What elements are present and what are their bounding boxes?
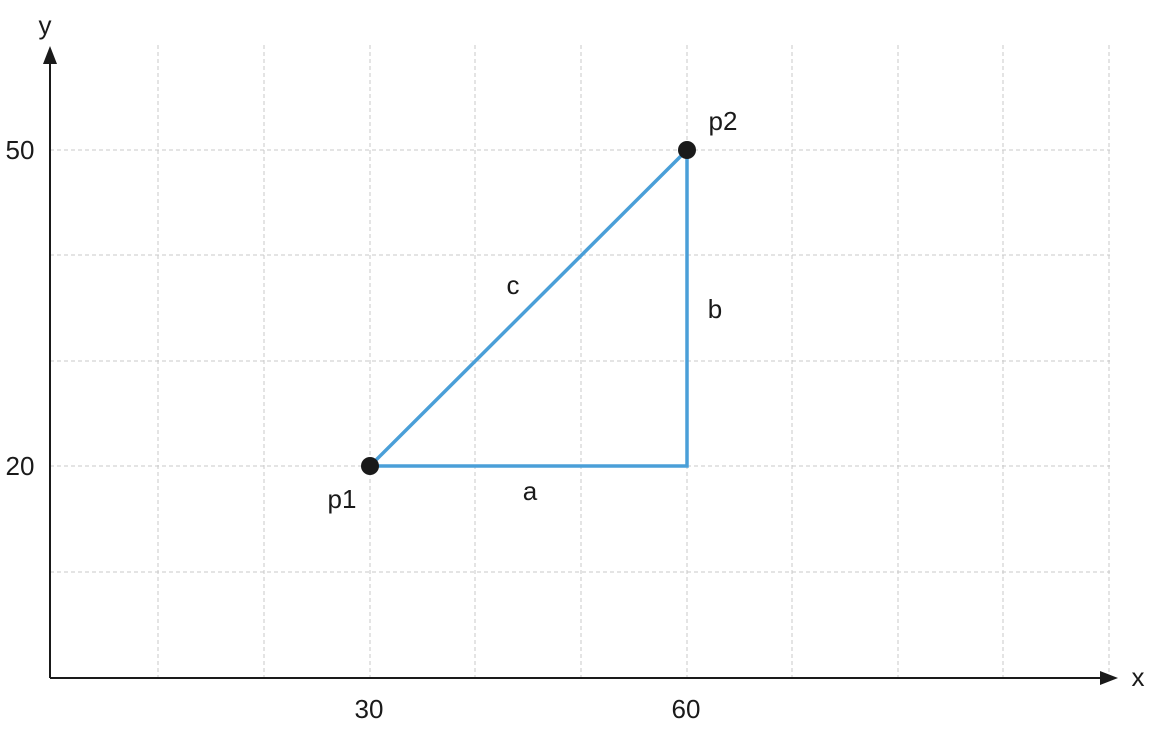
y-tick-label-20: 20 bbox=[6, 451, 35, 481]
point-label-p2: p2 bbox=[709, 106, 738, 136]
right-triangle bbox=[365, 145, 689, 468]
y-axis-arrow-icon bbox=[43, 46, 57, 64]
point-p2 bbox=[678, 141, 696, 159]
x-tick-label-30: 30 bbox=[355, 694, 384, 724]
x-axis-arrow-icon bbox=[1100, 671, 1118, 685]
y-axis-label: y bbox=[39, 10, 52, 40]
x-tick-label-60: 60 bbox=[672, 694, 701, 724]
y-tick-label-50: 50 bbox=[6, 135, 35, 165]
point-p1 bbox=[361, 457, 379, 475]
x-axis-label: x bbox=[1132, 662, 1145, 692]
side-label-a: a bbox=[523, 476, 538, 506]
grid bbox=[50, 45, 1110, 677]
side-label-c: c bbox=[507, 270, 520, 300]
point-label-p1: p1 bbox=[328, 484, 357, 514]
side-label-b: b bbox=[708, 294, 722, 324]
